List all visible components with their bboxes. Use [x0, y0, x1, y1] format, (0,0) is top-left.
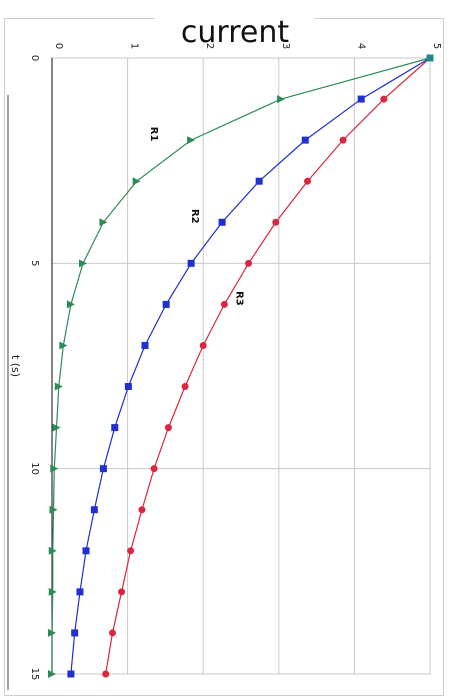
- data-point-r2: [99, 465, 107, 473]
- data-point-r1: [132, 177, 141, 186]
- data-point-r1: [48, 628, 56, 637]
- data-point-r2: [82, 547, 90, 555]
- data-point-r1: [99, 218, 108, 227]
- data-point-r3: [199, 341, 207, 349]
- data-point-r1: [52, 423, 61, 432]
- data-point-r3: [150, 465, 158, 473]
- time-tick-label: 0: [29, 55, 40, 61]
- data-point-r2: [124, 383, 132, 391]
- value-tick-label: 0: [53, 43, 64, 49]
- data-point-r2: [111, 424, 119, 432]
- chart-frame: current: [4, 13, 444, 696]
- series-label-r3: R3: [233, 291, 244, 306]
- data-point-r1: [187, 136, 196, 145]
- grid: [7, 57, 431, 690]
- series-group: [48, 54, 434, 678]
- data-point-r3: [380, 95, 388, 103]
- data-point-r1: [78, 259, 87, 268]
- data-point-r2: [141, 341, 149, 349]
- value-tick-label: 3: [280, 43, 291, 49]
- data-point-origin: [426, 54, 434, 62]
- data-point-r2: [301, 136, 309, 144]
- data-point-r1: [48, 546, 57, 555]
- chart-title: current: [155, 13, 315, 53]
- data-point-r3: [220, 300, 228, 308]
- data-point-r1: [66, 300, 75, 309]
- data-point-r2: [90, 506, 98, 514]
- data-point-r2: [187, 259, 195, 267]
- time-tick-label: 10: [29, 462, 40, 475]
- time-tick-label: 5: [29, 260, 40, 266]
- series-label-r1: R1: [148, 127, 159, 142]
- data-point-r2: [218, 218, 226, 226]
- data-point-r3: [138, 506, 146, 514]
- data-point-r2: [71, 629, 79, 637]
- data-point-r3: [118, 588, 126, 596]
- data-point-r2: [255, 177, 263, 185]
- value-tick-label: 5: [431, 43, 442, 49]
- data-point-r2: [67, 670, 75, 678]
- data-point-r3: [181, 383, 189, 391]
- data-point-r3: [272, 218, 280, 226]
- data-point-r2: [76, 588, 84, 596]
- data-point-r2: [162, 300, 170, 308]
- series-line-r3: [105, 57, 431, 675]
- data-point-r1: [48, 587, 57, 596]
- series-line-r1: [51, 57, 431, 674]
- data-point-r3: [245, 259, 253, 267]
- data-point-r1: [277, 95, 286, 104]
- series-line-r2: [70, 57, 431, 675]
- time-tick-label: 15: [29, 668, 40, 681]
- data-point-r3: [102, 670, 110, 678]
- data-point-r1: [59, 341, 68, 350]
- value-tick-label: 2: [204, 43, 215, 49]
- data-point-r3: [108, 629, 116, 637]
- series-label-r2: R2: [189, 209, 200, 224]
- plot-border: [51, 57, 431, 675]
- data-point-r3: [339, 136, 347, 144]
- data-point-r1: [48, 670, 56, 678]
- value-tick-label: 1: [129, 43, 140, 49]
- data-point-r1: [49, 505, 58, 514]
- data-point-r1: [54, 382, 63, 391]
- data-point-r1: [50, 464, 59, 473]
- x-axis-title: t (s): [9, 355, 22, 377]
- data-point-r2: [357, 95, 365, 103]
- data-point-r3: [304, 177, 312, 185]
- series-labels: R1 R2 R3: [148, 127, 244, 306]
- tick-labels: 0 1 2 3 4 5 0 5 10 15: [29, 43, 442, 681]
- data-point-r3: [127, 547, 135, 555]
- data-point-r3: [164, 424, 172, 432]
- value-tick-label: 4: [355, 43, 366, 49]
